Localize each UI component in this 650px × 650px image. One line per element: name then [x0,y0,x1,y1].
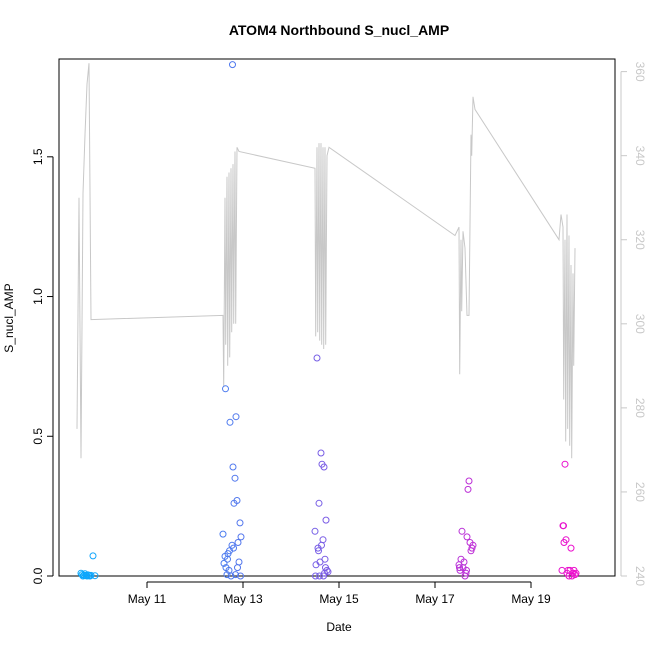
data-point [232,571,239,579]
data-point [313,354,321,362]
data-point [464,485,472,493]
y-tick-label: 0.0 [31,567,45,584]
data-point [561,460,569,468]
data-point [312,572,319,580]
data-point [572,569,580,577]
axes-layer: 0.0 0.5 1.0 1.5 240 260 280 300 320 340 360 May 11 M… [31,62,647,606]
data-point [456,564,463,572]
data-point [230,544,237,552]
data-point [463,533,471,541]
data-point [220,559,228,567]
data-point [465,477,473,485]
data-point [460,558,468,566]
data-point [229,463,237,471]
data-point [311,527,319,535]
data-point [320,463,328,471]
data-point [219,530,227,538]
data-point [87,571,95,579]
data-point [463,566,470,574]
x-axis-label: Date [326,620,352,634]
y2-tick-label: 240 [633,566,647,586]
x-tick-label: May 13 [223,592,263,606]
x-tick-label: May 19 [511,592,551,606]
points-layer [77,61,580,580]
data-point [567,544,575,552]
series-line [76,63,576,459]
y-tick-label: 1.5 [31,148,45,165]
y2-tick-label: 320 [633,230,647,250]
data-point [319,536,327,544]
data-point [229,61,236,69]
x-tick-label: May 11 [128,592,167,606]
data-point [318,541,325,549]
data-point [315,547,322,555]
data-point [89,552,97,560]
secondary-line-layer [76,63,576,459]
x-tick-label: May 17 [415,592,455,606]
y2-tick-label: 280 [633,398,647,418]
data-point [321,569,328,577]
data-point [223,571,231,579]
data-point [560,522,567,530]
data-point [469,541,477,549]
data-point [236,519,244,527]
y2-tick-label: 300 [633,314,647,334]
y2-tick-label: 340 [633,146,647,166]
data-point [234,539,242,546]
data-point [226,418,234,426]
data-point [237,533,245,541]
data-point [322,516,330,524]
plot-box [58,58,616,577]
data-point [237,572,244,580]
data-point [227,572,235,580]
data-point [321,555,329,563]
chart-title: ATOM4 Northbound S_nucl_AMP [229,22,449,38]
data-point [317,449,325,457]
y2-tick-label: 260 [633,482,647,502]
data-point [232,413,240,421]
data-point [91,572,99,580]
y-tick-label: 1.0 [31,288,45,305]
data-point [235,558,243,566]
x-tick-label: May 15 [319,592,359,606]
data-point [462,569,470,577]
data-point [224,555,231,563]
y-axis-label: S_nucl_AMP [2,283,16,352]
data-point [458,527,466,535]
data-point [562,536,570,544]
data-point [571,571,579,579]
y2-tick-label: 360 [633,62,647,82]
y-tick-label: 0.5 [31,428,45,445]
data-point [233,497,241,504]
data-point [231,474,239,482]
data-point [234,564,241,572]
data-point [558,566,566,574]
data-point [315,499,323,507]
data-point [222,385,229,393]
